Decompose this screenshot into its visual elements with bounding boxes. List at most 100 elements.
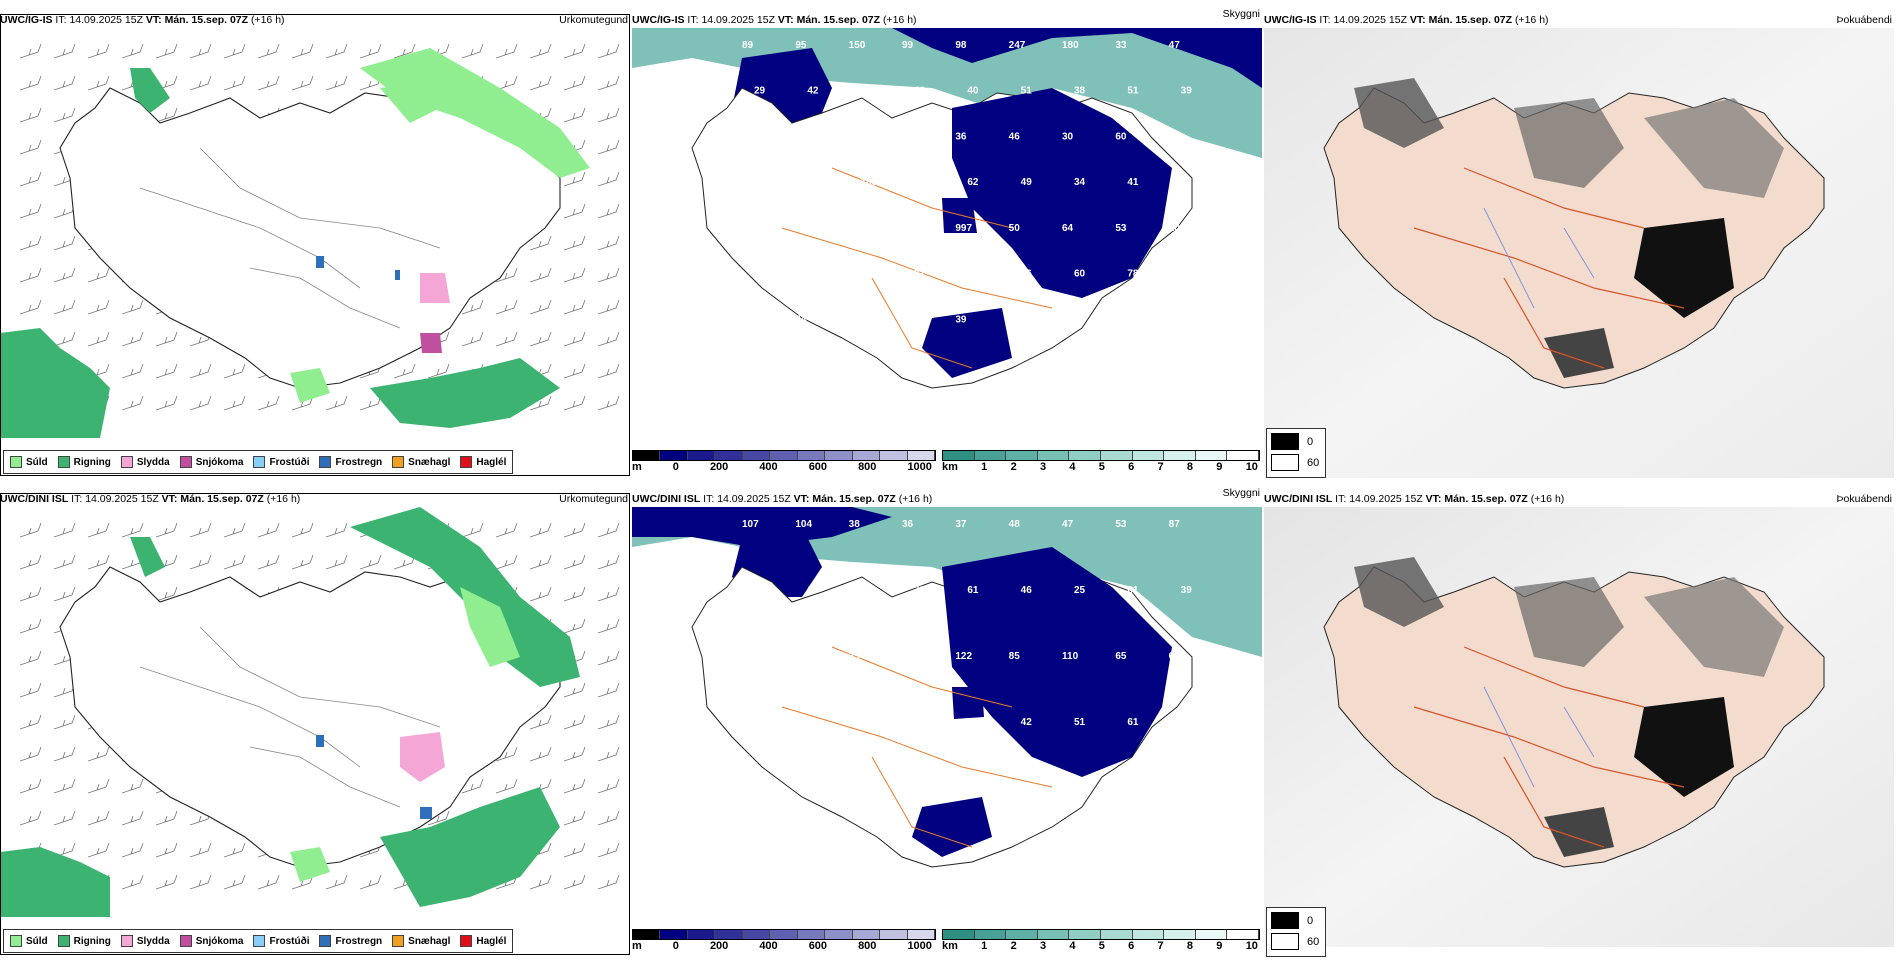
cloud-base-value: 89 [742, 223, 754, 234]
fog-legend: 0 60 [1266, 907, 1326, 957]
legend-item: Slydda [120, 935, 170, 947]
precip-patches [0, 48, 590, 438]
cloud-base-value: 53 [1115, 223, 1127, 234]
cloud-base-value: 78 [795, 223, 807, 234]
legend-label: Rigning [73, 456, 111, 468]
visibility-colorbar [942, 929, 1260, 940]
cloud-base-value: 100 [1169, 223, 1186, 234]
valid-time: VT: Mán. 15.sep. 07Z [793, 493, 896, 505]
forecast-offset: (+16 h) [898, 493, 933, 505]
cloud-base-value: 110 [1062, 651, 1079, 662]
tick: 7 [1157, 940, 1164, 952]
cloud-base-value: 99 [849, 223, 861, 234]
cloud-base-value: 25 [1074, 585, 1086, 596]
tick: 8 [1186, 461, 1194, 473]
cloud-base-value: 67 [1115, 783, 1127, 794]
cloud-base-value: 65 [1115, 651, 1127, 662]
legend-swatch [1271, 454, 1299, 471]
roads [139, 147, 441, 329]
tick: 4 [1069, 461, 1076, 473]
legend-item: Rigning [57, 456, 111, 468]
legend-item: Rigning [57, 935, 111, 947]
model-name: UWC/IG-IS [1264, 14, 1317, 26]
cloud-panel-top: UWC/IG-IS IT: 14.09.2025 15Z VT: Mán. 15… [632, 8, 1262, 482]
tick: 800 [858, 461, 877, 473]
cloud-map[interactable]: 107 104 38 36 37 48 47 53 87 67 64 46 38 61 46 25 61 39 48… [632, 507, 1262, 912]
cloud-base-value: 48 [861, 269, 873, 280]
coastline [59, 87, 561, 389]
tick: 10 [1245, 461, 1258, 473]
legend-item: Frostúði [253, 935, 309, 947]
cloud-base-colorbar [632, 450, 936, 461]
legend-swatch [10, 456, 22, 468]
cloud-base-value: 63 [754, 717, 766, 728]
init-prefix: IT: [1319, 14, 1331, 26]
cloud-base-colorbar [632, 929, 936, 940]
cloud-base-value: 45 [807, 269, 819, 280]
legend-item: Frostregn [319, 935, 382, 947]
precip-panel-top: UWC/IG-IS IT: 14.09.2025 15Z VT: Mán. 15… [0, 12, 630, 482]
tick: 400 [759, 461, 778, 473]
tick: 400 [759, 940, 778, 952]
tick: 0 [672, 461, 679, 473]
tick: 800 [858, 940, 877, 952]
precip-map[interactable] [0, 28, 630, 473]
cloud-map-svg: 107 104 38 36 37 48 47 53 87 67 64 46 38 61 46 25 61 39 48… [632, 507, 1262, 912]
cloud-base-value: 61 [967, 585, 979, 596]
panel-header: UWC/IG-IS IT: 14.09.2025 15Z VT: Mán. 15… [1264, 12, 1894, 28]
cloud-base-value: 39 [902, 314, 914, 325]
cloud-base-value: 36 [902, 519, 914, 530]
cloud-base-value: 52 [861, 717, 873, 728]
legend-item: Frostregn [319, 456, 382, 468]
cloud-base-value: 67 [1181, 177, 1193, 188]
cloud-base-value: 48 [1009, 519, 1021, 530]
cloud-colorbar-labels: m 0 200 400 600 800 1000 [632, 940, 932, 952]
precip-map-svg [0, 43, 620, 438]
legend-swatch [57, 935, 70, 947]
cloud-panel-bottom: UWC/DINI ISL IT: 14.09.2025 15Z VT: Mán.… [632, 487, 1262, 961]
valid-time: VT: Mán. 15.sep. 07Z [145, 14, 249, 26]
cloud-base-value: 96 [1021, 269, 1033, 280]
fog-map[interactable] [1264, 507, 1894, 947]
init-prefix: IT: [687, 14, 699, 26]
cloud-base-labels: 107 104 38 36 37 48 47 53 87 67 64 46 38 61 46 25 61 39 48… [742, 519, 1192, 794]
cloud-base-value: 30 [1062, 131, 1074, 142]
cloud-base-value: 40 [914, 86, 926, 97]
cloud-base-value: 34 [1074, 177, 1086, 188]
precip-type-legend: Súld Rigning Slydda Snjókoma Frostúði Fr… [3, 450, 514, 474]
legend-swatch [392, 456, 405, 468]
colorbar-unit-km: km [942, 461, 958, 473]
legend-item: Haglél [460, 935, 506, 947]
cloud-base-value: 150 [849, 40, 866, 51]
init-prefix: IT: [71, 493, 83, 505]
legend-label: Snjókoma [195, 456, 244, 468]
init-time: 14.09.2025 15Z [1333, 14, 1407, 26]
tick: 5 [1098, 461, 1105, 473]
model-name: UWC/DINI ISL [1264, 493, 1333, 505]
cloud-base-value: 61 [1169, 651, 1181, 662]
valid-time: VT: Mán. 15.sep. 07Z [1425, 493, 1528, 505]
cloud-map[interactable]: 89 95 150 99 98 247 180 33 47 29 42 98 40 40 51 38 51 39 3… [632, 28, 1262, 433]
cloud-base-value: 49 [1021, 177, 1033, 188]
cloud-colorbar-labels: m 0 200 400 600 800 1000 [632, 461, 932, 473]
cloud-base-value: 32 [742, 131, 754, 142]
cloud-base-value: 51 [1127, 86, 1139, 97]
cloud-base-value: 36 [955, 131, 967, 142]
cloud-map-svg: 89 95 150 99 98 247 180 33 47 29 42 98 40 40 51 38 51 39 3… [632, 28, 1262, 433]
tick: 200 [709, 940, 729, 952]
forecast-offset: (+16 h) [1514, 14, 1549, 26]
visibility-colorbar [942, 450, 1260, 461]
precip-map[interactable] [0, 507, 630, 952]
cloud-base-value: 65 [849, 314, 861, 325]
cloud-base-value: 62 [849, 131, 861, 142]
cloud-base-value: 311 [742, 314, 759, 325]
cloud-base-value: 38 [849, 519, 861, 530]
cloud-base-value: 55 [1009, 314, 1021, 325]
precip-patches [0, 507, 580, 917]
legend-label: Frostúði [269, 935, 310, 947]
panel-title: Skyggni [1222, 8, 1260, 20]
fog-map[interactable] [1264, 28, 1894, 478]
legend-item: Snjókoma [179, 456, 244, 468]
tick: 1 [981, 461, 988, 473]
cloud-base-value: 38 [902, 131, 914, 142]
